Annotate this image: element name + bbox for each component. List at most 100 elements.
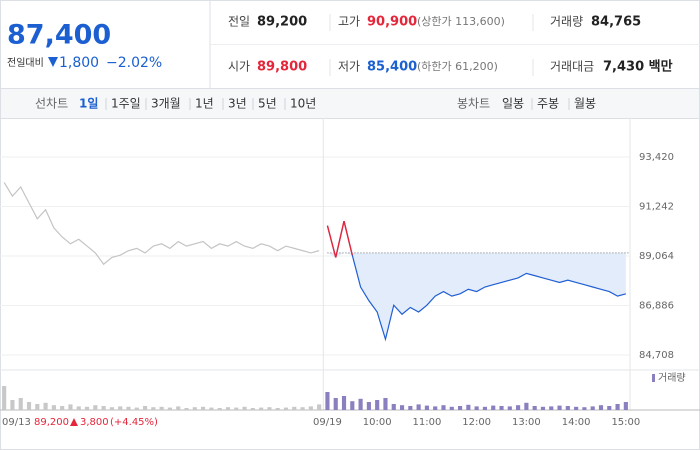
volume-bar xyxy=(590,406,595,410)
stat-note: (하한가 61,200) xyxy=(417,59,498,73)
stat-label: 전일 xyxy=(228,15,250,29)
change-pct: −2.02% xyxy=(106,55,162,71)
tab[interactable]: 3년 xyxy=(228,97,247,111)
volume-bar xyxy=(491,405,496,410)
tab[interactable]: 1주일 xyxy=(111,97,141,111)
x-tick-label: 13:00 xyxy=(512,417,541,428)
volume-bar xyxy=(217,408,222,410)
volume-bar xyxy=(623,402,628,410)
volume-bar xyxy=(516,405,521,410)
y-tick-label: 89,064 xyxy=(639,251,674,262)
tab[interactable]: 일봉 xyxy=(502,97,524,111)
tab[interactable]: 1일 xyxy=(79,97,98,111)
area-fill xyxy=(327,252,626,340)
volume-bar xyxy=(582,407,587,410)
volume-bar xyxy=(84,406,90,410)
volume-bar xyxy=(598,405,604,410)
y-tick-label: 91,242 xyxy=(639,202,674,213)
volume-bar xyxy=(383,398,388,410)
chart: 84,708 86,886 89,064 91,242 93,420 거래량 09/13 09… xyxy=(0,118,700,428)
volume-bar xyxy=(391,404,396,410)
volume-bar xyxy=(109,407,114,410)
volume-bar xyxy=(317,404,322,410)
tab[interactable]: 1년 xyxy=(195,97,214,111)
volume-bar xyxy=(176,406,181,410)
volume-bar xyxy=(399,405,405,410)
tab-group-label: 선차트 xyxy=(35,97,68,111)
volume-bar xyxy=(192,407,197,410)
tab-group-label: 봉차트 xyxy=(457,97,490,111)
stat-label: 고가 xyxy=(338,15,360,29)
stat-label: 거래대금 xyxy=(550,60,594,74)
volume-bar xyxy=(184,408,189,410)
tab[interactable]: 5년 xyxy=(258,97,277,111)
tab[interactable]: 월봉 xyxy=(574,97,596,111)
up-highlight xyxy=(343,220,353,256)
volume-bar xyxy=(557,405,562,410)
stat-value: 89,800 xyxy=(257,60,307,75)
volume-bar xyxy=(507,406,512,410)
volume-bar xyxy=(441,405,446,410)
stat-label: 시가 xyxy=(228,60,250,74)
volume-bar xyxy=(375,400,380,410)
volume-bar xyxy=(43,402,48,410)
volume-bar xyxy=(101,406,106,410)
y-tick-label: 86,886 xyxy=(639,301,674,312)
volume-bar xyxy=(51,405,56,410)
volume-bar xyxy=(18,398,23,410)
price: 87,400 xyxy=(7,20,111,51)
annotation-change: 3,800 xyxy=(80,417,109,428)
x-tick-label: 11:00 xyxy=(412,417,441,428)
volume-bar xyxy=(259,407,264,410)
volume-bar xyxy=(482,406,488,410)
tab-bar xyxy=(0,88,700,119)
x-tick-label: 09/19 xyxy=(313,417,342,428)
volume-bar xyxy=(565,406,570,410)
stat-value: 89,200 xyxy=(257,15,307,30)
volume-bar xyxy=(151,407,156,410)
volume-bar xyxy=(449,406,454,410)
volume-bar xyxy=(292,406,297,410)
volume-bar xyxy=(532,406,537,410)
volume-bar xyxy=(308,406,313,410)
volume-bar xyxy=(540,406,546,410)
volume-bar xyxy=(209,407,214,410)
stat-label: 저가 xyxy=(338,60,360,74)
volume-bar xyxy=(76,406,81,410)
volume-bar xyxy=(341,396,347,410)
volume-bar xyxy=(408,406,413,410)
volume-bar xyxy=(93,405,98,410)
volume-bar xyxy=(10,400,15,410)
volume-bar xyxy=(275,408,280,410)
volume-bar xyxy=(60,406,65,410)
volume-bar xyxy=(225,407,231,410)
up-icon xyxy=(70,418,78,426)
volume-bar xyxy=(424,405,429,410)
x-tick-label: 10:00 xyxy=(363,417,392,428)
volume-bar xyxy=(607,406,612,410)
volume-bar xyxy=(250,408,255,410)
volume-bar xyxy=(2,386,7,410)
stat-value: 7,430 백만 xyxy=(603,59,673,75)
down-icon xyxy=(48,57,58,67)
y-tick-label: 84,708 xyxy=(639,350,674,361)
volume-bar xyxy=(142,406,148,410)
annotation-change-pct: (+4.45%) xyxy=(110,417,158,428)
volume-bar xyxy=(524,402,529,410)
volume-bar xyxy=(201,406,206,410)
price-line xyxy=(3,182,320,266)
volume-bar xyxy=(358,398,363,410)
volume-bar xyxy=(574,406,579,410)
volume-bar xyxy=(159,406,164,410)
volume-bar xyxy=(234,407,239,410)
change-label: 전일대비 xyxy=(7,57,44,69)
tab[interactable]: 10년 xyxy=(290,97,316,111)
tab[interactable]: 주봉 xyxy=(537,97,559,111)
tab[interactable]: 3개월 xyxy=(151,97,181,111)
volume-bar xyxy=(474,406,479,410)
volume-bar xyxy=(68,404,73,410)
volume-bar xyxy=(134,407,139,410)
x-tick-label: 15:00 xyxy=(611,417,640,428)
volume-bar xyxy=(325,392,330,410)
